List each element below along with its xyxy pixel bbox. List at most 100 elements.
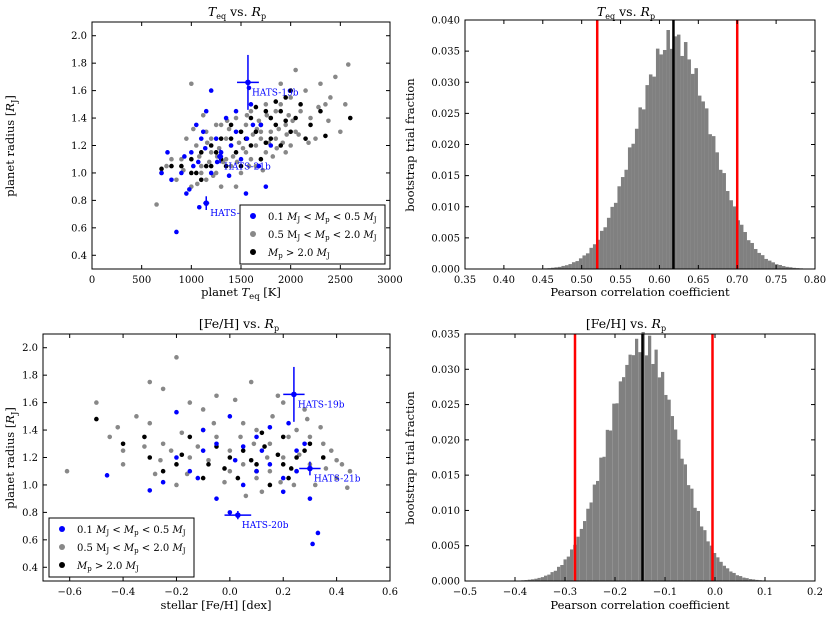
teq-scatter-point-high — [283, 118, 289, 124]
teq-hist-bar — [746, 240, 751, 269]
feh-hist-bar — [729, 571, 733, 581]
feh-scatter-point-low — [174, 409, 179, 415]
teq-scatter-point-mid — [303, 88, 308, 93]
teq-scatter-point-mid — [238, 170, 244, 176]
teq-scatter-point-high — [189, 170, 194, 176]
feh-scatter-point-mid — [240, 462, 246, 467]
teq-scatter-point-mid — [250, 132, 256, 137]
feh-hist-bar — [592, 484, 596, 581]
legend-marker-mid — [250, 231, 256, 237]
feh-scatter-point-high — [179, 452, 185, 458]
feh-scatter-point-low — [240, 482, 246, 488]
feh-scatter-point-low — [315, 530, 321, 536]
feh-hist-bar — [527, 579, 531, 581]
hats-20b-marker — [235, 512, 241, 518]
feh-scatter-point-mid — [227, 468, 233, 474]
teq-hist-bar — [613, 202, 618, 269]
teq-scatter-point-mid — [283, 150, 289, 155]
teq-hist-bar — [673, 36, 677, 269]
teq-hist-bar — [645, 85, 649, 269]
teq-scatter-point-mid — [258, 136, 264, 141]
feh-scatter-point-mid — [142, 444, 147, 449]
teq-hist-ytick-label: 0.030 — [431, 78, 460, 89]
teq-scatter-point-mid — [208, 150, 214, 155]
teq-hist-bar — [729, 200, 733, 269]
feh-scatter-point-mid — [254, 427, 259, 433]
legend-marker-high — [59, 562, 65, 568]
teq-scatter-point-mid — [263, 102, 269, 107]
feh-scatter-point-high — [288, 466, 294, 471]
feh-scatter-xtick-label: 0.6 — [382, 587, 398, 598]
feh-scatter-point-mid — [147, 379, 153, 385]
feh-scatter-point-mid — [267, 441, 273, 447]
feh-hist-ytick-label: 0.020 — [431, 435, 460, 446]
teq-scatter-point-low — [194, 122, 199, 128]
feh-hist-bar — [752, 579, 756, 581]
teq-scatter-point-low — [159, 170, 164, 176]
teq-scatter-point-mid — [218, 184, 224, 189]
teq-scatter-ytick-label: 1.0 — [71, 168, 87, 179]
feh-scatter-point-high — [235, 475, 241, 481]
feh-hist-bar — [713, 553, 717, 581]
teq-scatter-point-mid — [256, 118, 262, 124]
teq-hist-bar — [599, 230, 604, 269]
teq-hist-bar — [659, 54, 663, 270]
teq-scatter-point-low — [195, 159, 201, 165]
teq-hist-bar — [687, 59, 691, 269]
feh-scatter-point-high — [307, 441, 313, 447]
feh-hist-bar — [557, 566, 561, 581]
teq-scatter-point-mid — [184, 136, 189, 141]
feh-scatter-point-low — [227, 414, 233, 419]
feh-scatter-point-low — [259, 448, 265, 453]
feh-scatter-point-high — [142, 434, 147, 440]
feh-scatter-point-low — [254, 434, 259, 440]
feh-scatter-point-low — [307, 496, 313, 501]
teq-hist-bar — [757, 252, 761, 269]
teq-hist-bar — [715, 152, 719, 269]
teq-hist-bar — [662, 49, 667, 269]
feh-scatter-legend: 0.1 MJ < Mp < 0.5 MJ 0.5 MJ < Mp < 2.0 M… — [48, 517, 195, 578]
teq-scatter-panel: Teq vs. Rp HATS-19b HATS-21b HATS-20b 0 500… — [3, 4, 403, 302]
teq-scatter-point-mid — [316, 104, 321, 110]
feh-hist-ytick-label: 0.005 — [431, 541, 460, 552]
teq-scatter-point-mid — [306, 140, 311, 146]
feh-hist-bar — [680, 458, 684, 581]
legend-marker-high — [250, 249, 256, 255]
legend-label-low: 0.1 MJ < Mp < 0.5 MJ — [77, 525, 186, 537]
teq-scatter-point-low — [256, 163, 262, 169]
legend-marker-low — [59, 526, 65, 532]
teq-scatter-point-high — [253, 104, 259, 110]
teq-scatter-point-high — [238, 129, 244, 135]
feh-scatter-point-mid — [214, 434, 219, 440]
feh-scatter-point-low — [174, 455, 179, 460]
teq-scatter-point-mid — [328, 95, 333, 100]
teq-hist-bar — [690, 73, 695, 269]
feh-hist-bar — [677, 439, 681, 581]
teq-scatter-xtick-label: 0 — [89, 275, 95, 286]
teq-hist-lines — [595, 20, 739, 269]
feh-hist-bar — [651, 363, 655, 581]
teq-hist-bar — [750, 242, 754, 269]
teq-scatter-point-mid — [273, 108, 279, 114]
teq-hist-axes-frame — [464, 19, 816, 270]
teq-scatter-point-low — [233, 108, 239, 114]
teq-hist-bar — [610, 206, 614, 269]
teq-scatter-point-mid — [333, 74, 338, 80]
teq-scatter-point-mid — [191, 126, 196, 132]
feh-scatter-point-low — [147, 488, 153, 493]
teq-scatter-point-low — [198, 136, 204, 141]
teq-scatter-point-mid — [179, 156, 184, 162]
teq-scatter-point-low — [223, 115, 229, 121]
feh-scatter-point-mid — [344, 485, 350, 490]
feh-scatter-point-low — [310, 541, 315, 547]
feh-hist-bar — [566, 556, 570, 581]
teq-hist-xtick-label: 0.35 — [454, 275, 476, 286]
feh-scatter-point-mid — [248, 379, 254, 385]
feh-hist-xtick-label: 0.2 — [807, 587, 823, 598]
teq-scatter-point-mid — [343, 102, 348, 107]
teq-scatter-point-mid — [204, 140, 210, 146]
feh-scatter-point-mid — [304, 416, 310, 422]
feh-scatter-ytick-label: 1.0 — [22, 480, 38, 491]
feh-scatter-point-low — [214, 441, 219, 447]
teq-scatter-point-high — [293, 115, 298, 121]
